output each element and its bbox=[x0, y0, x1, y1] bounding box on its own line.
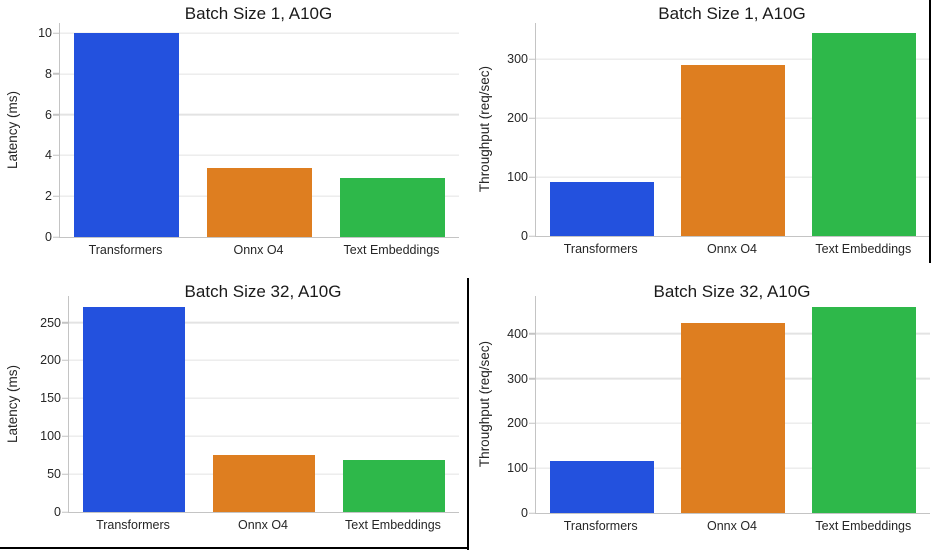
bar-text-embeddings bbox=[812, 33, 917, 236]
screenshot-border-right bbox=[929, 0, 931, 263]
y-tick-label: 200 bbox=[40, 353, 61, 368]
y-tick-mark bbox=[53, 236, 59, 238]
y-tick-mark bbox=[529, 117, 535, 120]
y-tick-mark bbox=[62, 435, 68, 437]
plot-area bbox=[529, 23, 930, 237]
y-tick-mark bbox=[62, 511, 68, 513]
chart-title: Batch Size 32, A10G bbox=[653, 282, 811, 301]
y-tick-mark bbox=[62, 473, 68, 475]
screenshot-border-bottom bbox=[0, 547, 469, 549]
y-tick-label: 200 bbox=[507, 416, 528, 431]
plot-area bbox=[53, 23, 459, 238]
y-tick-mark bbox=[62, 397, 68, 400]
chart-batch32-latency: Batch Size 32, A10G Latency (ms) 0 50 100 1… bbox=[0, 275, 467, 550]
y-tick-label: 300 bbox=[507, 371, 528, 386]
grid-line bbox=[60, 73, 459, 75]
y-tick-label: 100 bbox=[507, 461, 528, 476]
y-axis-ticks: 0 2 4 6 8 10 bbox=[0, 23, 52, 244]
y-tick-label: 150 bbox=[40, 391, 61, 406]
x-tick-label: Onnx O4 bbox=[706, 519, 757, 533]
x-axis-labels: Transformers Onnx O4 Text Embeddings bbox=[59, 243, 458, 257]
y-tick-mark bbox=[53, 113, 59, 116]
screenshot-border-divider bbox=[467, 278, 469, 550]
y-tick-mark bbox=[529, 235, 535, 237]
y-tick-label: 100 bbox=[507, 170, 528, 185]
x-tick-label: Text Embeddings bbox=[343, 243, 440, 257]
y-tick-label: 0 bbox=[45, 230, 52, 244]
bar-onnx-o4 bbox=[681, 65, 785, 236]
bar-onnx-o4 bbox=[206, 167, 313, 237]
grid-line bbox=[60, 32, 459, 34]
x-tick-label: Transformers bbox=[563, 519, 638, 533]
y-tick-mark bbox=[53, 195, 59, 197]
x-tick-label: Text Embeddings bbox=[815, 242, 912, 256]
chart-batch1-latency: Batch Size 1, A10G Latency (ms) 0 2 4 6 8 10 … bbox=[0, 0, 467, 275]
plot-area bbox=[62, 296, 459, 513]
y-tick-label: 6 bbox=[45, 107, 52, 122]
grid-line bbox=[60, 154, 459, 157]
grid-line bbox=[536, 58, 930, 61]
y-tick-label: 50 bbox=[47, 467, 61, 482]
grid-line bbox=[69, 397, 459, 399]
chart-title: Batch Size 32, A10G bbox=[184, 282, 342, 301]
x-tick-label: Transformers bbox=[96, 518, 170, 532]
y-axis-ticks: 0 100 200 300 400 bbox=[467, 296, 528, 520]
y-axis-ticks: 0 50 100 150 200 250 bbox=[0, 296, 61, 519]
bar-text-embeddings bbox=[812, 307, 917, 513]
y-tick-label: 250 bbox=[40, 315, 61, 330]
chart-title: Batch Size 1, A10G bbox=[184, 4, 333, 23]
chart-batch32-throughput: Batch Size 32, A10G Throughput (req/sec)… bbox=[467, 275, 935, 550]
y-tick-mark bbox=[53, 73, 59, 75]
y-tick-mark bbox=[53, 154, 59, 157]
bar-transformers bbox=[73, 33, 180, 237]
y-tick-label: 0 bbox=[521, 506, 528, 520]
y-tick-label: 8 bbox=[45, 66, 52, 81]
y-tick-mark bbox=[529, 332, 535, 335]
y-tick-label: 200 bbox=[507, 111, 528, 126]
y-tick-label: 4 bbox=[45, 148, 52, 163]
y-tick-mark bbox=[529, 377, 535, 380]
y-tick-label: 0 bbox=[54, 505, 61, 519]
bar-transformers bbox=[549, 181, 654, 236]
y-axis-ticks: 0 100 200 300 bbox=[467, 23, 528, 243]
x-axis-labels: Transformers Onnx O4 Text Embeddings bbox=[535, 519, 929, 533]
y-tick-label: 2 bbox=[45, 189, 52, 204]
x-tick-label: Transformers bbox=[88, 243, 163, 257]
bar-transformers bbox=[82, 306, 186, 512]
x-tick-label: Onnx O4 bbox=[706, 242, 757, 256]
chart-title: Batch Size 1, A10G bbox=[658, 4, 806, 23]
grid-line bbox=[60, 114, 459, 116]
bar-text-embeddings bbox=[342, 460, 446, 512]
x-tick-label: Transformers bbox=[563, 242, 638, 256]
plot-area bbox=[529, 296, 930, 514]
y-tick-mark bbox=[529, 176, 535, 178]
chart-batch1-throughput: Batch Size 1, A10G Throughput (req/sec) … bbox=[467, 0, 935, 275]
x-tick-label: Onnx O4 bbox=[233, 243, 284, 257]
y-tick-label: 300 bbox=[507, 52, 528, 67]
y-tick-label: 100 bbox=[40, 429, 61, 444]
y-tick-mark bbox=[529, 467, 535, 469]
x-axis-labels: Transformers Onnx O4 Text Embeddings bbox=[68, 518, 458, 532]
grid-line bbox=[69, 321, 459, 324]
grid-line bbox=[69, 435, 459, 437]
bar-onnx-o4 bbox=[681, 322, 785, 513]
x-axis-labels: Transformers Onnx O4 Text Embeddings bbox=[535, 242, 929, 256]
y-tick-mark bbox=[529, 512, 535, 514]
y-tick-label: 0 bbox=[521, 229, 528, 243]
x-tick-label: Onnx O4 bbox=[237, 518, 289, 532]
bar-text-embeddings bbox=[339, 177, 446, 237]
y-tick-mark bbox=[62, 359, 68, 362]
y-tick-mark bbox=[529, 58, 535, 61]
x-tick-label: Text Embeddings bbox=[345, 518, 441, 532]
x-tick-label: Text Embeddings bbox=[815, 519, 912, 533]
y-tick-mark bbox=[62, 321, 68, 324]
y-tick-mark bbox=[529, 422, 535, 425]
grid-line bbox=[69, 359, 459, 362]
bar-onnx-o4 bbox=[212, 455, 316, 512]
y-tick-label: 10 bbox=[38, 26, 52, 41]
bar-transformers bbox=[549, 460, 654, 513]
y-tick-label: 400 bbox=[507, 326, 528, 341]
y-tick-mark bbox=[53, 32, 59, 34]
